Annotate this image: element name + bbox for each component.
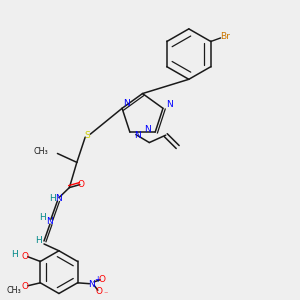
- Text: Br: Br: [220, 32, 230, 40]
- Text: O: O: [98, 275, 106, 284]
- Text: O: O: [22, 282, 29, 291]
- Text: N: N: [144, 125, 151, 134]
- Text: O: O: [22, 252, 29, 261]
- Text: S: S: [84, 131, 90, 140]
- Text: H: H: [35, 236, 42, 245]
- Text: N: N: [134, 131, 141, 140]
- Text: N: N: [166, 100, 173, 109]
- Text: H: H: [39, 213, 46, 222]
- Text: N: N: [123, 99, 130, 108]
- Text: CH₃: CH₃: [34, 148, 49, 157]
- Text: ⁻: ⁻: [104, 290, 108, 298]
- Text: O: O: [77, 179, 84, 188]
- Text: N: N: [88, 280, 95, 289]
- Text: CH₃: CH₃: [6, 286, 21, 295]
- Text: N: N: [46, 217, 53, 226]
- Text: N: N: [55, 194, 62, 203]
- Text: H: H: [11, 250, 18, 259]
- Text: +: +: [94, 275, 100, 284]
- Text: O: O: [95, 287, 103, 296]
- Text: H: H: [49, 194, 56, 203]
